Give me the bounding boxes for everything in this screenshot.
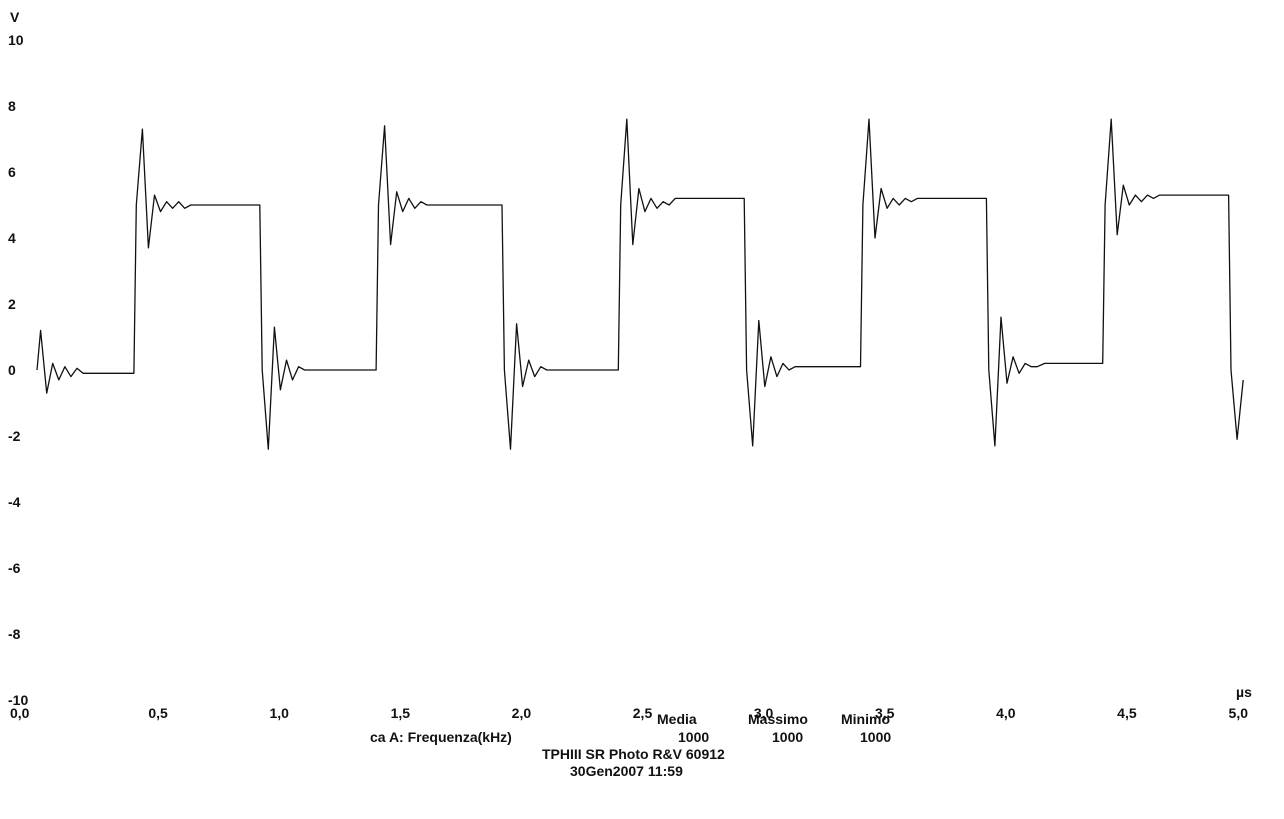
instrument-label: TPHIII SR Photo R&V 60912	[542, 746, 725, 762]
y-tick-labels: 10 8 6 4 2 0 -2 -4 -6 -8 -10	[8, 32, 28, 708]
y-axis-unit-label: V	[10, 9, 20, 25]
y-tick-label: -10	[8, 692, 28, 708]
stat-header-minimo: Minimo	[841, 711, 890, 727]
stat-value-minimo: 1000	[860, 729, 892, 745]
y-tick-label: 2	[8, 296, 16, 312]
y-tick-label: 6	[8, 164, 16, 180]
x-tick-label: 5,0	[1229, 705, 1249, 721]
y-tick-label: -8	[8, 626, 21, 642]
stat-header-massimo: Massimo	[748, 711, 808, 727]
x-tick-label: 3,0	[754, 705, 774, 721]
y-tick-label: 8	[8, 98, 16, 114]
x-tick-label: 2,5	[633, 705, 653, 721]
x-tick-label: 0,0	[10, 705, 30, 721]
x-tick-label: 1,5	[391, 705, 411, 721]
x-tick-label: 0,5	[148, 705, 168, 721]
stat-value-massimo: 1000	[772, 729, 804, 745]
stat-value-media: 1000	[678, 729, 710, 745]
channel-label: ca A: Frequenza(kHz)	[370, 729, 512, 745]
x-axis-unit-label: µs	[1236, 684, 1252, 700]
series-line	[36, 118, 1244, 450]
x-tick-label: 2,0	[512, 705, 532, 721]
y-tick-label: 4	[8, 230, 16, 246]
stat-header-media: Media	[657, 711, 697, 727]
signal-traces	[36, 118, 1244, 450]
x-tick-labels: 0,0 0,5 1,0 1,5 2,0 2,5 3,0 3,5 4,0 4,5 5,0	[10, 705, 1248, 721]
y-tick-label: -4	[8, 494, 21, 510]
y-tick-label: 10	[8, 32, 24, 48]
y-tick-label: -2	[8, 428, 21, 444]
x-tick-label: 4,5	[1117, 705, 1137, 721]
x-tick-label: 1,0	[269, 705, 289, 721]
x-tick-label: 3,5	[875, 705, 895, 721]
y-tick-label: -6	[8, 560, 21, 576]
timestamp-label: 30Gen2007 11:59	[570, 763, 683, 779]
y-tick-label: 0	[8, 362, 16, 378]
x-tick-label: 4,0	[996, 705, 1016, 721]
